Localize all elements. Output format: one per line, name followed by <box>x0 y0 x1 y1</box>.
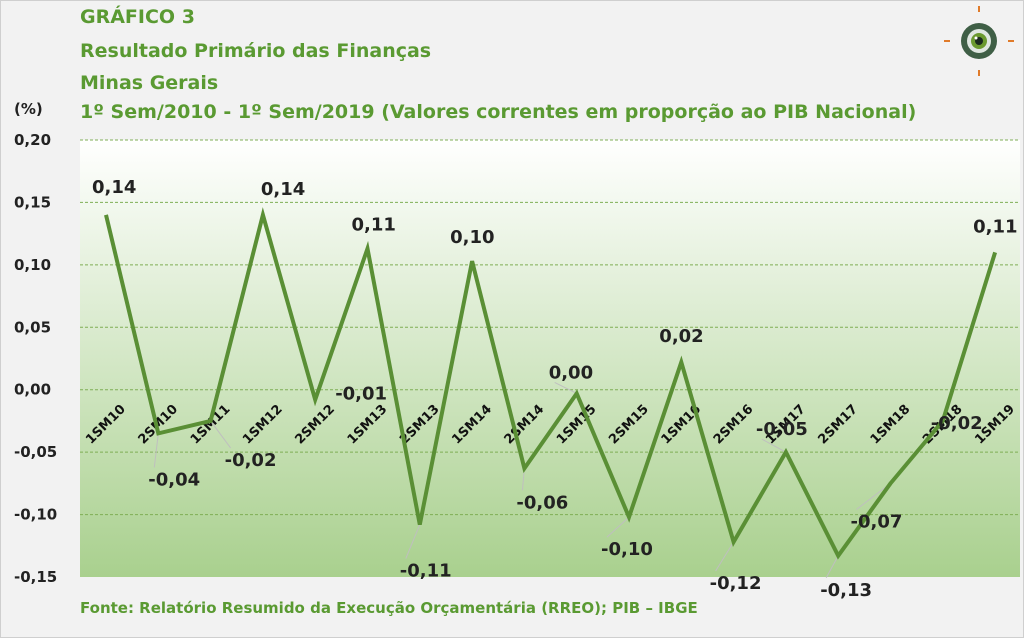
data-label: -0,04 <box>148 469 200 490</box>
data-label: -0,02 <box>931 413 983 434</box>
label-leader-line <box>210 420 232 449</box>
label-leader-line <box>761 438 787 453</box>
y-tick-label: -0,15 <box>14 568 57 586</box>
data-label: 0,00 <box>549 362 593 383</box>
label-leader-line <box>606 516 630 538</box>
chart-region: Minas Gerais <box>80 72 219 94</box>
chart-period: 1º Sem/2010 - 1º Sem/2019 (Valores corre… <box>80 101 917 123</box>
data-label: 0,02 <box>659 326 703 347</box>
data-label: -0,05 <box>756 419 808 440</box>
data-label: -0,07 <box>851 511 903 532</box>
label-leader-line <box>856 482 891 510</box>
y-tick-label: -0,05 <box>14 443 57 461</box>
label-leader-line <box>825 555 839 579</box>
label-leader-line <box>405 524 421 559</box>
y-tick-label: -0,10 <box>14 506 57 524</box>
label-leader-lines <box>153 382 891 579</box>
data-label: 0,14 <box>261 179 305 200</box>
y-axis: 0,20 0,15 0,10 0,05 0,00 -0,05 -0,10 -0,15 <box>14 131 57 586</box>
label-leader-line <box>554 382 577 394</box>
chart-subtitle: Resultado Primário das Finanças <box>80 40 432 62</box>
y-axis-unit: (%) <box>14 100 43 118</box>
gridlines <box>80 139 1020 516</box>
y-tick-label: 0,15 <box>14 193 51 211</box>
target-eye-icon <box>944 6 1014 76</box>
data-label: 0,11 <box>352 215 396 236</box>
data-label: -0,06 <box>516 492 568 513</box>
label-leader-line <box>715 541 735 572</box>
y-tick-label: 0,00 <box>14 381 51 399</box>
data-label: -0,13 <box>820 580 872 601</box>
series-line <box>104 207 998 560</box>
data-label: -0,10 <box>601 539 653 560</box>
data-label: 0,10 <box>450 227 494 248</box>
source-note: Fonte: Relatório Resumido da Execução Or… <box>80 599 698 617</box>
y-tick-label: 0,05 <box>14 318 51 336</box>
data-labels: 0,14 -0,04 -0,02 0,14 -0,01 0,11 -0,11 0,10 -0,0… <box>92 177 1018 601</box>
data-label: -0,11 <box>400 561 452 582</box>
data-label: 0,14 <box>92 177 136 198</box>
y-tick-label: 0,10 <box>14 256 51 274</box>
data-label: 0,11 <box>973 216 1017 237</box>
chart-title: GRÁFICO 3 <box>80 6 195 28</box>
y-tick-label: 0,20 <box>14 131 51 149</box>
data-label: -0,01 <box>335 384 387 405</box>
data-label: -0,02 <box>225 450 277 471</box>
data-label: -0,12 <box>710 573 762 594</box>
label-leader-line <box>153 433 159 468</box>
